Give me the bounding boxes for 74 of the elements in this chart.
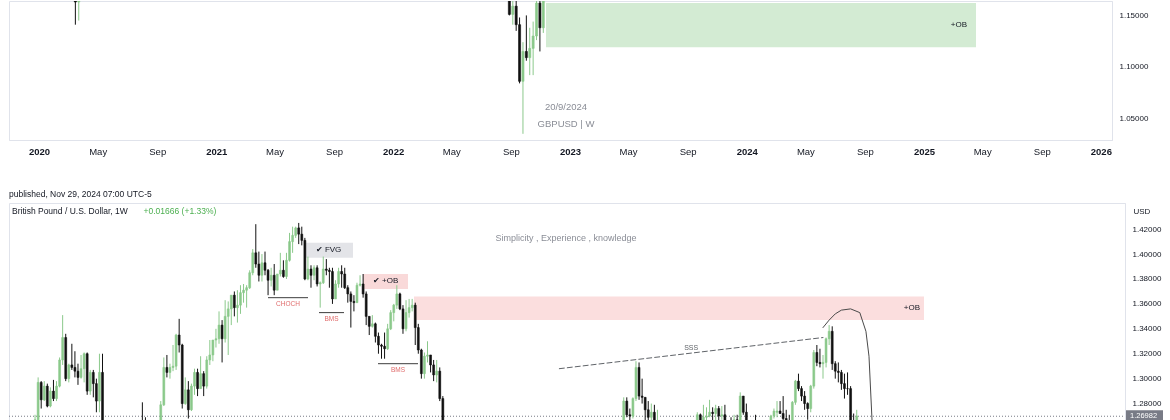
candlestick — [656, 409, 658, 420]
candlestick — [184, 376, 187, 406]
candlestick — [355, 282, 359, 304]
candlestick — [79, 354, 83, 380]
y-tick-label: 1.05000 — [1119, 113, 1149, 123]
y-tick-label: 1.36000 — [1132, 299, 1162, 309]
candlestick — [43, 380, 46, 402]
x-tick-label: Sep — [857, 145, 874, 157]
x-tick-label: 2021 — [206, 145, 229, 157]
candlestick — [511, 1, 515, 26]
y-tick-label: 1.32000 — [1132, 349, 1162, 359]
candlestick — [843, 373, 846, 400]
candlestick — [269, 267, 273, 287]
candlestick — [220, 319, 224, 363]
candlestick — [404, 299, 408, 332]
x-tick-label: May — [796, 145, 816, 157]
candlestick — [217, 310, 221, 345]
x-tick-label: May — [265, 145, 285, 157]
candlestick — [82, 351, 86, 383]
band-label: +OB — [903, 303, 920, 313]
candlestick — [77, 1, 81, 22]
candlestick — [236, 289, 239, 324]
candlestick — [625, 396, 629, 418]
candlestick — [755, 414, 757, 420]
y-tick-label: 1.30000 — [1132, 374, 1162, 384]
candlestick — [144, 416, 146, 420]
y-tick-label: 1.42000 — [1132, 224, 1162, 234]
x-tick-label: 2023 — [559, 145, 582, 157]
candlestick — [187, 380, 190, 420]
x-tick-label: 2022 — [383, 145, 405, 157]
candlestick — [788, 414, 790, 420]
line-series — [822, 308, 873, 420]
y-tick-label: 1.15000 — [1119, 10, 1149, 20]
candlestick — [141, 401, 143, 420]
x-tick-label: May — [973, 145, 992, 157]
candlestick — [742, 395, 745, 416]
x-tick-label: Sep — [326, 145, 343, 157]
candlestick — [622, 396, 625, 420]
candlestick — [233, 290, 236, 317]
y-tick-label: 1.28000 — [1132, 399, 1162, 409]
candlestick — [260, 253, 264, 282]
annotation: 20/9/2024 — [544, 101, 588, 112]
x-tick-label: Sep — [502, 145, 520, 157]
band-label: ✔ +OB — [372, 276, 399, 286]
candlestick — [202, 370, 205, 397]
text: published, Nov 29, 2024 07:00 UTC-5 — [9, 189, 152, 199]
chart-title: British Pound / U.S. Dollar, 1W — [12, 206, 128, 216]
y-tick-label: 1.34000 — [1132, 324, 1162, 334]
candlestick — [340, 264, 343, 289]
y-tick-label: 1.10000 — [1119, 62, 1149, 72]
candlestick — [711, 406, 714, 420]
x-tick-label: 2024 — [736, 145, 759, 157]
x-tick-label: Sep — [1033, 145, 1051, 157]
candlestick — [525, 14, 528, 62]
x-tick-label: May — [89, 145, 108, 157]
band-label: +OB — [950, 20, 967, 30]
candlestick — [199, 355, 202, 390]
candlestick — [74, 1, 77, 26]
x-tick-label: Sep — [679, 145, 697, 157]
x-tick-label: 2025 — [913, 145, 936, 157]
x-tick-label: 2026 — [1090, 145, 1112, 157]
x-tick-label: Sep — [149, 145, 167, 157]
annotation: +0.01666 (+1.33%) — [143, 206, 217, 216]
x-tick-label: May — [619, 145, 638, 157]
y-axis-title: USD — [1133, 206, 1151, 216]
text: Simplicity , Experience , knowledge — [495, 233, 637, 243]
band-label: ✔ FVG — [315, 245, 342, 255]
annotation: GBPUSD | W — [537, 118, 595, 129]
x-tick-label: 2020 — [28, 145, 51, 157]
candlestick — [815, 344, 819, 367]
y-tick-label: 1.40000 — [1132, 249, 1162, 259]
x-tick-label: May — [442, 145, 461, 157]
y-tick-label: 1.38000 — [1132, 274, 1162, 284]
candlestick — [818, 348, 822, 368]
